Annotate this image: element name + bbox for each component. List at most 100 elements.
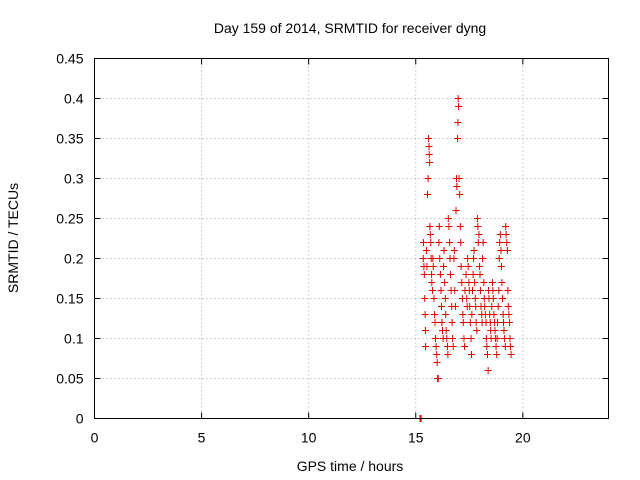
data-point — [464, 255, 472, 262]
data-point — [467, 335, 475, 342]
data-point — [436, 255, 444, 262]
data-point — [450, 247, 458, 254]
data-point — [432, 343, 440, 350]
data-point — [476, 287, 484, 294]
data-point — [442, 327, 450, 334]
data-point — [421, 327, 429, 334]
data-point — [476, 263, 484, 270]
data-point — [498, 279, 506, 286]
data-point — [464, 263, 472, 270]
data-point — [503, 247, 511, 254]
data-point — [481, 303, 489, 310]
x-tick-label: 0 — [91, 430, 99, 446]
data-point — [471, 279, 479, 286]
y-tick-label: 0.45 — [56, 51, 83, 67]
data-point — [505, 311, 513, 318]
y-tick-label: 0.2 — [64, 251, 84, 267]
data-point — [504, 303, 512, 310]
data-point — [493, 351, 501, 358]
data-point — [470, 255, 478, 262]
data-point — [429, 255, 437, 262]
data-point — [476, 271, 484, 278]
x-tick-labels: 0 5 10 15 20 — [91, 430, 531, 446]
data-point — [422, 247, 430, 254]
data-point — [463, 295, 471, 302]
data-point — [444, 351, 452, 358]
data-point — [431, 311, 439, 318]
data-point — [440, 263, 448, 270]
data-point — [462, 271, 470, 278]
data-point — [480, 279, 488, 286]
data-point — [455, 103, 463, 110]
data-point — [494, 303, 502, 310]
data-point — [466, 303, 474, 310]
data-point — [461, 343, 469, 350]
data-point — [453, 183, 461, 190]
data-points — [416, 95, 515, 422]
data-point — [451, 287, 459, 294]
data-point — [431, 319, 439, 326]
y-tick-label: 0.05 — [56, 371, 83, 387]
data-point — [430, 295, 438, 302]
data-point — [421, 311, 429, 318]
data-point — [479, 255, 487, 262]
data-point — [427, 239, 435, 246]
data-point — [502, 223, 510, 230]
x-tick-label: 15 — [408, 430, 424, 446]
data-point — [425, 135, 433, 142]
data-point — [441, 279, 449, 286]
data-point — [422, 343, 430, 350]
data-point — [442, 311, 450, 318]
data-point — [483, 351, 491, 358]
data-point — [469, 287, 477, 294]
data-point — [459, 319, 467, 326]
data-point — [451, 303, 459, 310]
data-point — [441, 295, 449, 302]
y-tick-label: 0.4 — [64, 91, 84, 107]
data-point — [474, 223, 482, 230]
data-point — [507, 351, 515, 358]
data-point — [454, 119, 462, 126]
data-point — [495, 287, 503, 294]
data-point — [431, 335, 439, 342]
data-point — [424, 191, 432, 198]
data-point — [434, 375, 442, 382]
data-point — [425, 151, 433, 158]
data-point — [467, 351, 475, 358]
data-point — [419, 255, 427, 262]
data-point — [450, 255, 458, 262]
data-point — [459, 311, 467, 318]
data-point — [436, 271, 444, 278]
data-point — [506, 335, 514, 342]
y-tick-label: 0.1 — [64, 331, 84, 347]
data-point — [473, 327, 481, 334]
data-point — [493, 335, 501, 342]
x-tick-label: 5 — [198, 430, 206, 446]
data-point — [497, 247, 505, 254]
data-point — [435, 239, 443, 246]
data-point — [491, 327, 499, 334]
data-point — [448, 319, 456, 326]
data-point — [471, 295, 479, 302]
data-point — [460, 335, 468, 342]
data-point — [438, 319, 446, 326]
data-point — [428, 271, 436, 278]
x-tick-label: 20 — [515, 430, 531, 446]
data-point — [489, 295, 497, 302]
data-point — [440, 247, 448, 254]
data-point — [435, 223, 443, 230]
data-point — [497, 263, 505, 270]
data-point — [429, 263, 437, 270]
data-point — [506, 343, 514, 350]
data-point — [423, 263, 431, 270]
data-point — [428, 287, 436, 294]
data-point — [452, 207, 460, 214]
data-point — [494, 319, 502, 326]
x-tick-label: 10 — [301, 430, 317, 446]
data-point — [420, 271, 428, 278]
data-point — [489, 287, 497, 294]
data-point — [445, 223, 453, 230]
data-point — [446, 239, 454, 246]
data-point — [426, 231, 434, 238]
data-point — [424, 175, 432, 182]
